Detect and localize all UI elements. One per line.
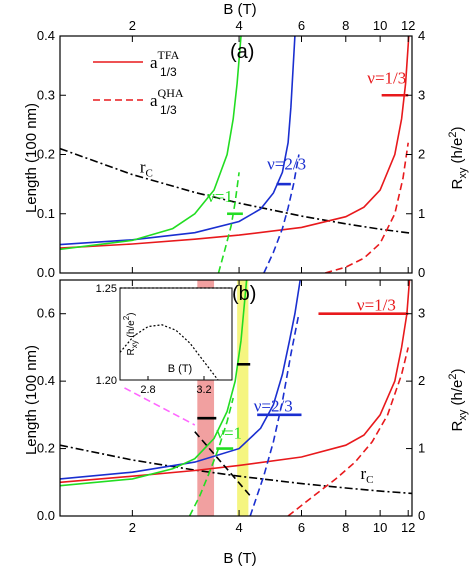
x-tick-label-top: 6 <box>298 18 305 33</box>
y2-tick-label: 0 <box>418 508 425 523</box>
legend: aTFA 1/3 aQHA 1/3 <box>93 48 184 117</box>
y-tick-label: 0.1 <box>37 206 55 221</box>
y2-tick-label: 1 <box>418 441 425 456</box>
y-tick-label: 0.2 <box>37 441 55 456</box>
svg-text:Rxy (h/e2): Rxy (h/e2) <box>447 369 469 432</box>
annotation-rc: rC <box>360 464 373 486</box>
series-group <box>60 280 412 516</box>
x-tick-label-top: 2 <box>129 18 136 33</box>
y-tick-label: 0.3 <box>37 87 55 102</box>
plot-frame <box>59 279 413 517</box>
y-tick-label: 0.6 <box>37 306 55 321</box>
inset-xlabel: B (T) <box>168 363 192 375</box>
right-axis-title-a: Rxy (h/e2) <box>447 127 469 190</box>
series-a-tfa-2-3 <box>60 36 296 246</box>
series-group <box>60 36 412 273</box>
plot-frame <box>59 35 413 274</box>
right-axis-title-b: Rxy (h/e2) <box>447 369 469 432</box>
inset-series-rxy <box>119 324 219 381</box>
inset-y-tick-label: 1.25 <box>96 283 117 295</box>
top-axis-title: B (T) <box>223 1 256 18</box>
y2-tick-label: 2 <box>418 147 425 162</box>
x-tick-label-top: 10 <box>373 18 387 33</box>
series-a-qha-1 <box>217 172 240 273</box>
svg-text:Rxy (h/e2): Rxy (h/e2) <box>447 127 469 190</box>
series-a-tfa-1-3 <box>60 36 410 249</box>
series-rc <box>60 444 412 495</box>
legend-sub-tfa: 1/3 <box>160 65 177 79</box>
series-a-qha-1-3 <box>287 347 409 516</box>
inset-x-tick-label: 2.8 <box>140 384 155 396</box>
annotation-nu: ν=1 <box>207 187 233 206</box>
inset: 2.8 3.2 1.20 1.25 B (T) Rxy (h/e2) <box>96 283 233 396</box>
y-tick-label: 0.0 <box>37 265 55 280</box>
y2-tick-label: 4 <box>418 28 425 43</box>
annotation-nu: ν=2/3 <box>267 154 306 173</box>
y-tick-label: 0.2 <box>37 147 55 162</box>
series-a-qha-2-3 <box>263 154 300 273</box>
y2-tick-label: 2 <box>418 373 425 388</box>
legend-sub-qha: 1/3 <box>160 103 177 117</box>
panel-b: 2 4 6 8 10 120.00.20.40.60123ν=1/3ν=2/3ν=1rC2… <box>37 279 425 535</box>
inset-frame <box>119 287 233 381</box>
annotation-rc: rC <box>140 157 153 179</box>
legend-label-tfa: aTFA <box>150 48 180 72</box>
left-axis-title-a: Length (100 nm) <box>23 103 40 213</box>
annotation-nu: ν=1/3 <box>367 68 406 87</box>
series-a-qha-2-3 <box>249 313 300 516</box>
y2-tick-label: 0 <box>418 265 425 280</box>
y2-tick-label: 3 <box>418 87 425 102</box>
panel-label-b: (b) <box>232 283 256 305</box>
series-a-tfa-1 <box>60 280 248 487</box>
left-axis-title-b: Length (100 nm) <box>23 345 40 455</box>
legend-label-qha: aQHA <box>150 86 184 110</box>
panel-label-a: (a) <box>230 41 254 63</box>
inset-ylabel: Rxy (h/e2) <box>122 312 139 355</box>
x-tick-label-top: 8 <box>342 18 349 33</box>
series-a-qha-1-3 <box>324 142 409 273</box>
y-tick-label: 0.4 <box>37 28 55 43</box>
series-a-tfa-1-3 <box>60 280 411 484</box>
annotation-nu: ν=1 <box>216 423 242 442</box>
inset-x-tick-label: 3.2 <box>196 384 211 396</box>
series-a-tfa-1 <box>60 36 242 251</box>
x-tick-label: 10 <box>373 520 387 535</box>
x-tick-label: 12 <box>401 520 415 535</box>
x-tick-label: 6 <box>298 520 305 535</box>
x-tick-label: 8 <box>342 520 349 535</box>
x-tick-label: 4 <box>235 520 242 535</box>
series-guide <box>124 387 196 426</box>
series-a-tfa-2-3 <box>60 280 301 480</box>
y-tick-label: 0.4 <box>37 373 55 388</box>
panel-a: 2 4 6 8 10 120.00.10.20.30.401234rCν=1/3ν=2/3… <box>37 18 425 280</box>
x-tick-label: 2 <box>129 520 136 535</box>
band-1 <box>237 280 249 516</box>
series-a-qha-1 <box>188 397 234 516</box>
y2-tick-label: 1 <box>418 206 425 221</box>
annotation-nu: ν=2/3 <box>254 396 293 415</box>
series-rc <box>60 147 412 235</box>
bottom-axis-title: B (T) <box>223 550 256 567</box>
inset-y-tick-label: 1.20 <box>96 375 117 387</box>
y-tick-label: 0.0 <box>37 508 55 523</box>
y2-tick-label: 3 <box>418 306 425 321</box>
x-tick-label-top: 4 <box>235 18 242 33</box>
x-tick-label-top: 12 <box>401 18 415 33</box>
series-guide-black <box>194 431 251 497</box>
annotation-nu: ν=1/3 <box>357 295 396 314</box>
